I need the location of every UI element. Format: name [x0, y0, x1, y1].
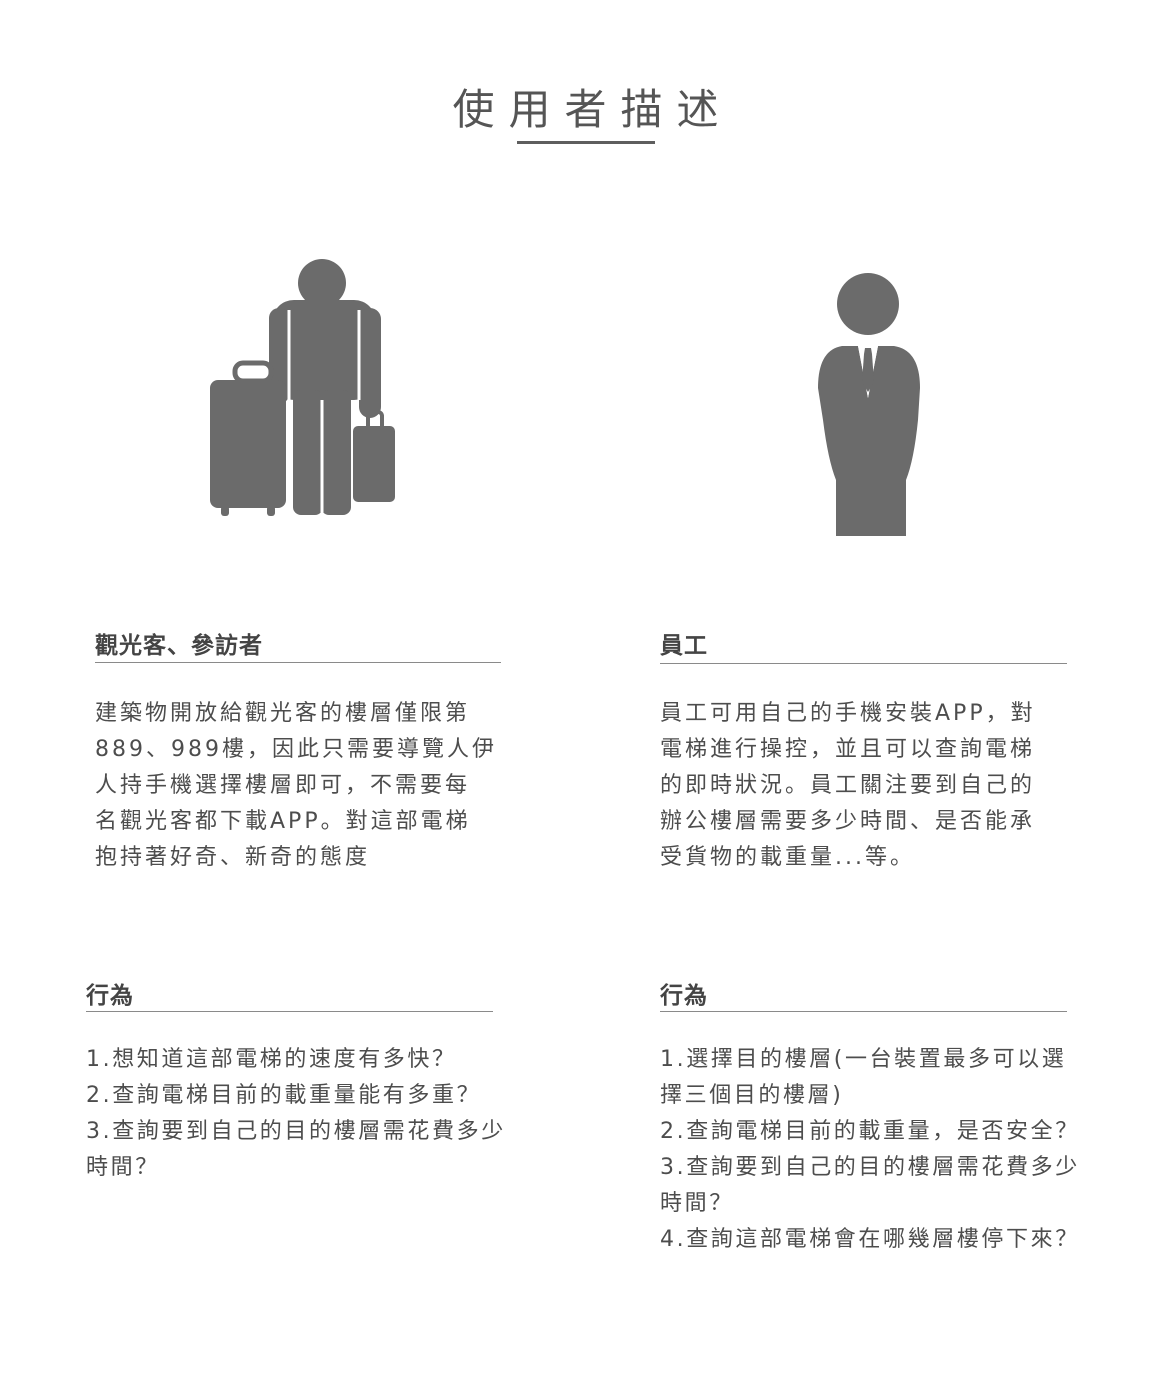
list-item: 3.查詢要到自己的目的樓層需花費多少	[660, 1155, 1080, 1180]
businessman-with-tie-icon	[810, 270, 930, 540]
tourist-heading: 觀光客、參訪者	[95, 633, 263, 659]
employee-behavior-heading: 行為	[660, 983, 708, 1009]
description-line: 辦公樓層需要多少時間、是否能承	[660, 809, 1036, 834]
traveler-with-luggage-icon	[205, 250, 400, 520]
description-line: 的即時狀況。員工關注要到自己的	[660, 773, 1036, 798]
employee-heading: 員工	[660, 633, 708, 659]
list-item: 2.查詢電梯目前的載重量能有多重？	[86, 1083, 482, 1108]
page-title: 使用者描述	[452, 85, 733, 134]
employee-behavior-divider	[660, 1011, 1067, 1012]
description-line: 抱持著好奇、新奇的態度	[95, 845, 371, 870]
employee-heading-divider	[660, 663, 1067, 664]
employee-description: 員工可用自己的手機安裝APP，對 電梯進行操控，並且可以查詢電梯 的即時狀況。員…	[660, 696, 1036, 876]
list-item: 4.查詢這部電梯會在哪幾層樓停下來？	[660, 1227, 1080, 1252]
list-item: 1.選擇目的樓層(一台裝置最多可以選	[660, 1047, 1067, 1072]
description-line: 員工可用自己的手機安裝APP，對	[660, 701, 1036, 726]
description-line: 889、989樓，因此只需要導覽人伊	[95, 737, 497, 762]
list-item: 1.想知道這部電梯的速度有多快？	[86, 1047, 457, 1072]
list-item: 2.查詢電梯目前的載重量，是否安全？	[660, 1119, 1080, 1144]
description-line: 人持手機選擇樓層即可，不需要每	[95, 773, 471, 798]
tourist-behavior-divider	[86, 1011, 493, 1012]
title-underline	[517, 141, 655, 144]
tourist-description: 建築物開放給觀光客的樓層僅限第 889、989樓，因此只需要導覽人伊 人持手機選…	[95, 696, 497, 876]
description-line: 受貨物的載重量...等。	[660, 845, 915, 870]
list-item: 時間？	[660, 1191, 734, 1216]
tourist-heading-divider	[95, 662, 501, 663]
list-item: 時間？	[86, 1155, 160, 1180]
tourist-behavior-list: 1.想知道這部電梯的速度有多快？ 2.查詢電梯目前的載重量能有多重？ 3.查詢要…	[86, 1042, 506, 1186]
description-line: 建築物開放給觀光客的樓層僅限第	[95, 701, 471, 726]
tourist-behavior-heading: 行為	[86, 983, 134, 1009]
list-item: 擇三個目的樓層)	[660, 1083, 844, 1108]
employee-behavior-list: 1.選擇目的樓層(一台裝置最多可以選 擇三個目的樓層) 2.查詢電梯目前的載重量…	[660, 1042, 1080, 1258]
description-line: 電梯進行操控，並且可以查詢電梯	[660, 737, 1036, 762]
list-item: 3.查詢要到自己的目的樓層需花費多少	[86, 1119, 506, 1144]
description-line: 名觀光客都下載APP。對這部電梯	[95, 809, 471, 834]
